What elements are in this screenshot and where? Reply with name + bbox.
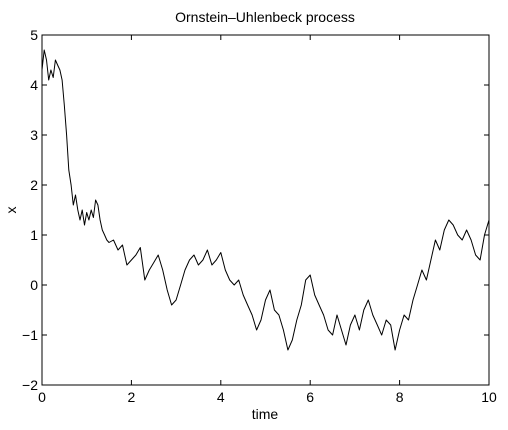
chart-title: Ornstein–Uhlenbeck process	[175, 9, 355, 25]
y-tick-label: 2	[30, 177, 38, 193]
y-tick-label: 3	[30, 127, 38, 143]
y-tick-label: 5	[30, 27, 38, 43]
x-tick-label: 6	[306, 389, 314, 405]
y-tick-label: 4	[30, 77, 38, 93]
plot-area-background	[42, 35, 489, 385]
y-tick-label: −1	[22, 327, 38, 343]
x-tick-label: 2	[128, 389, 136, 405]
x-axis-label: time	[252, 406, 279, 422]
x-tick-label: 0	[38, 389, 46, 405]
y-axis-label: x	[3, 207, 19, 214]
y-tick-label: −2	[22, 377, 38, 393]
y-tick-label: 0	[30, 277, 38, 293]
x-tick-label: 4	[217, 389, 225, 405]
y-tick-label: 1	[30, 227, 38, 243]
x-tick-label: 10	[481, 389, 497, 405]
x-tick-label: 8	[396, 389, 404, 405]
